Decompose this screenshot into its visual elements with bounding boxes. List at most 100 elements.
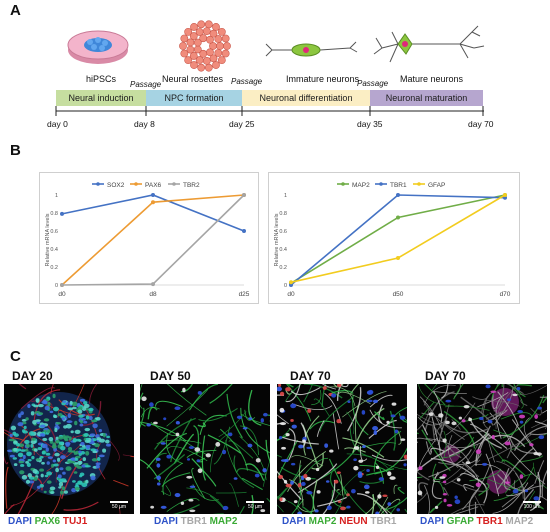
x-tick-label: d8	[149, 291, 157, 298]
stage-label-immature: Immature neurons	[286, 74, 360, 84]
micrograph-texture	[417, 384, 547, 514]
panel-label-b: B	[10, 142, 21, 159]
y-axis-label: Relative mRNA levels	[45, 213, 51, 266]
series-line-map2	[290, 194, 506, 284]
x-tick-label: d25	[239, 291, 250, 298]
legend-label: MAP2	[352, 182, 370, 189]
timeline-axis	[55, 106, 484, 116]
y-tick-label: 0	[284, 283, 287, 289]
data-point-gfap	[289, 280, 293, 285]
stain-label: NEUN	[336, 516, 368, 527]
legend-label: GFAP	[428, 182, 445, 189]
stain-legend-4: DAPI GFAP TBR1 MAP2	[420, 516, 533, 527]
passage-label-3: Passage	[357, 79, 389, 88]
y-tick-label: 0	[55, 283, 58, 289]
phase-npc-formation: NPC formation	[146, 90, 242, 106]
stain-label: MAP2	[305, 516, 337, 527]
stain-label: TUJ1	[60, 516, 88, 527]
legend-label: TBR2	[183, 182, 200, 189]
y-tick-label: 0.2	[50, 265, 58, 271]
stain-label: MAP2	[206, 516, 238, 527]
day-label-70: day 70	[468, 119, 494, 129]
panel-label-c: C	[10, 348, 21, 365]
stain-label: DAPI	[282, 516, 306, 527]
data-point-sox2	[60, 211, 64, 216]
stain-label: DAPI	[154, 516, 178, 527]
stage-label-mature: Mature neurons	[400, 74, 464, 84]
stage-label-hipscs: hiPSCs	[86, 74, 117, 84]
stain-legend-2: DAPI TBR1 MAP2	[154, 516, 237, 527]
series-line-tbr1	[290, 194, 506, 286]
stain-label: PAX6	[31, 516, 61, 527]
panel-label-a: A	[10, 2, 21, 19]
y-tick-label: 1	[55, 193, 58, 199]
y-tick-label: 0.8	[279, 211, 287, 217]
passage-label-1: Passage	[130, 80, 162, 89]
micrograph-texture	[140, 384, 270, 514]
micrograph-day70-a	[277, 384, 407, 514]
stain-legend-1: DAPI PAX6 TUJ1	[8, 516, 87, 527]
data-point-tbr1	[396, 193, 400, 197]
x-tick-label: d50	[393, 291, 404, 298]
data-point-sox2	[242, 229, 246, 233]
legend-label: SOX2	[107, 182, 125, 189]
passage-label-2: Passage	[231, 77, 263, 86]
stain-legend-3: DAPI MAP2 NEUN TBR1	[282, 516, 397, 527]
data-point-sox2	[151, 193, 155, 197]
stage-illustrations	[67, 20, 485, 72]
stain-label: GFAP	[443, 516, 474, 527]
legend-label: PAX6	[145, 182, 162, 189]
y-tick-label: 0.6	[50, 229, 58, 235]
y-axis-label: Relative mRNA levels	[274, 213, 280, 266]
micrograph-title-2: DAY 50	[150, 369, 191, 383]
day-label-35: day 35	[357, 119, 383, 129]
stain-label: MAP2	[502, 516, 534, 527]
chart-progenitor-markers: SOX2 PAX6 TBR2 0 0.2 0.4 0.6 0.8 1 Relative mRNA …	[39, 172, 259, 304]
data-point-pax6	[151, 200, 155, 205]
y-tick-label: 0.2	[279, 265, 287, 271]
stain-label: TBR1	[177, 516, 207, 527]
data-point-gfap	[396, 256, 400, 260]
petri-dish-icon	[67, 30, 129, 64]
day-label-0: day 0	[47, 119, 68, 129]
y-tick-label: 0.6	[279, 229, 287, 235]
stain-label: DAPI	[420, 516, 444, 527]
micrograph-title-1: DAY 20	[12, 369, 53, 383]
x-tick-label: d70	[500, 291, 511, 298]
mature-neuron-icon	[373, 25, 485, 63]
x-tick-label: d0	[287, 291, 295, 298]
data-point-gfap	[503, 193, 507, 197]
micrograph-day50: 50 µm	[140, 384, 270, 514]
stage-label-rosettes: Neural rosettes	[162, 74, 224, 84]
y-tick-label: 0.4	[50, 247, 58, 253]
data-point-tbr2	[151, 282, 155, 287]
micrograph-title-3: DAY 70	[290, 369, 331, 383]
immature-neuron-icon	[265, 41, 358, 57]
chart-neuronal-markers: MAP2 TBR1 GFAP 0 0.2 0.4 0.6 0.8 1 Relative mRNA …	[268, 172, 520, 304]
legend-label: TBR1	[390, 182, 407, 189]
micrograph-texture	[277, 384, 407, 514]
data-point-map2	[396, 215, 400, 220]
micrograph-day20: 50 µm	[4, 384, 134, 514]
micrograph-day70-b: 100 µm	[417, 384, 547, 514]
data-point-tbr2	[242, 193, 246, 197]
scale-bar-4: 100 µm	[523, 501, 541, 510]
day-label-25: day 25	[229, 119, 255, 129]
phase-neuronal-differentiation: Neuronal differentiation	[242, 90, 370, 106]
series-line-gfap	[290, 194, 506, 284]
data-point-tbr2	[60, 283, 64, 287]
micrograph-title-4: DAY 70	[425, 369, 466, 383]
y-tick-label: 0.4	[279, 247, 287, 253]
y-tick-label: 1	[284, 193, 287, 199]
phase-neural-induction: Neural induction	[56, 90, 146, 106]
stain-label: DAPI	[8, 516, 32, 527]
x-tick-label: d0	[58, 291, 66, 298]
chart-legend: SOX2 PAX6 TBR2	[92, 182, 200, 189]
chart-legend: MAP2 TBR1 GFAP	[337, 182, 445, 189]
stain-label: TBR1	[473, 516, 503, 527]
y-tick-label: 0.8	[50, 211, 58, 217]
phase-neuronal-maturation: Neuronal maturation	[370, 90, 483, 106]
neural-rosette-icon	[179, 20, 231, 72]
scale-bar-1: 50 µm	[110, 501, 128, 510]
scale-bar-2: 50 µm	[246, 501, 264, 510]
